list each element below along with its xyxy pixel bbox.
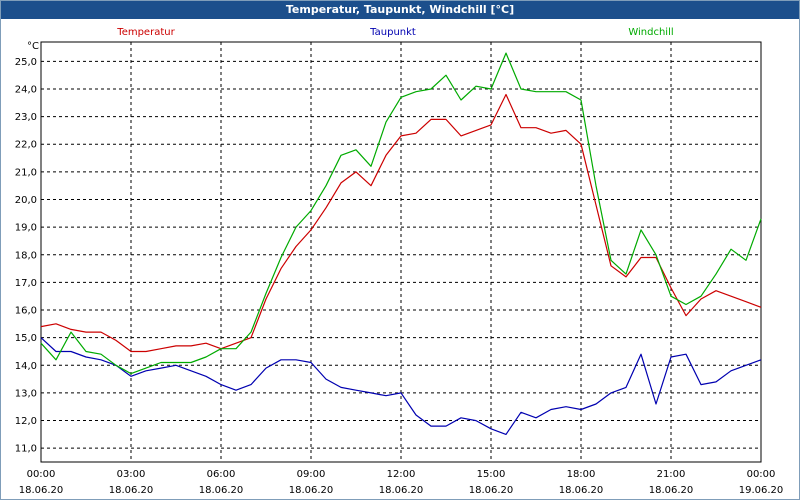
x-tick-date: 18.06.20 [19, 485, 64, 496]
y-tick-labels: 11,0 12,0 13,0 14,0 15,0 16,0 17,0 18,0 19,0 20,0… [15, 57, 37, 455]
y-tick-label: 22,0 [15, 140, 37, 151]
legend-windchill: Windchill [628, 27, 673, 38]
grid [41, 42, 761, 462]
legend-temperatur: Temperatur [116, 27, 175, 38]
line-chart: °C Temperatur Taupunkt Windchill 11,012,01… [15, 27, 784, 496]
x-tick-date: 19.06.20 [739, 485, 784, 496]
x-tick-time: 06:00 [207, 469, 236, 480]
y-tick-label: 24,0 [15, 84, 37, 95]
x-tick-time: 00:00 [27, 469, 56, 480]
legend: Temperatur Taupunkt Windchill [116, 27, 673, 38]
y-axis-unit: °C [27, 41, 39, 52]
plot-frame [40, 41, 762, 463]
y-tick-label: 11,0 [15, 444, 37, 455]
x-tick-labels: 00:00 18.06.20 03:00 18.06.20 06:00 18.06.20 0… [19, 469, 784, 496]
legend-taupunkt: Taupunkt [369, 27, 416, 38]
y-tick-label: 19,0 [15, 223, 37, 234]
y-tick-label: 15,0 [15, 333, 37, 344]
y-tick-label: 17,0 [15, 278, 37, 289]
x-tick-time: 00:00 [747, 469, 776, 480]
series-line-taupunkt [40, 337, 762, 435]
x-tick-date: 18.06.20 [199, 485, 244, 496]
x-tick-date: 18.06.20 [379, 485, 424, 496]
x-tick-time: 12:00 [387, 469, 416, 480]
y-tick-label: 23,0 [15, 112, 37, 123]
x-tick-date: 18.06.20 [649, 485, 694, 496]
series-line-temperatur [40, 93, 762, 353]
y-tick-label: 18,0 [15, 250, 37, 261]
x-tick-date: 18.06.20 [559, 485, 604, 496]
y-tick-label: 21,0 [15, 167, 37, 178]
x-tick-time: 09:00 [297, 469, 326, 480]
y-tick-label: 25,0 [15, 57, 37, 68]
x-tick-time: 18:00 [567, 469, 596, 480]
y-tick-label: 13,0 [15, 388, 37, 399]
y-tick-label: 20,0 [15, 195, 37, 206]
x-tick-date: 18.06.20 [469, 485, 514, 496]
series-line-windchill [40, 52, 762, 375]
y-tick-label: 16,0 [15, 306, 37, 317]
y-tick-label: 14,0 [15, 361, 37, 372]
x-tick-date: 18.06.20 [109, 485, 154, 496]
series-group [40, 52, 762, 435]
window-title: Temperatur, Taupunkt, Windchill [°C] [1, 1, 799, 19]
x-tick-time: 15:00 [477, 469, 506, 480]
x-tick-time: 03:00 [117, 469, 146, 480]
x-tick-date: 18.06.20 [289, 485, 334, 496]
x-tick-time: 21:00 [657, 469, 686, 480]
y-tick-label: 12,0 [15, 416, 37, 427]
